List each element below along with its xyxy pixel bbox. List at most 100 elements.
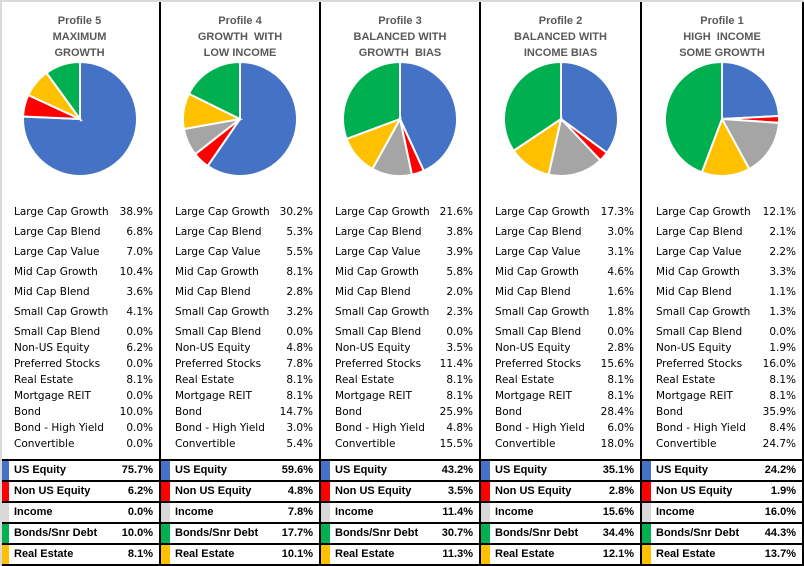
legend-color-marker (481, 503, 490, 522)
detail-label: Bond (656, 406, 683, 418)
left-border (0, 0, 2, 566)
detail-label: Bond (175, 406, 202, 418)
summary-label: Real Estate (175, 548, 235, 560)
detail-label: Convertible (656, 438, 717, 450)
legend-color-marker (161, 503, 170, 522)
summary-row-bonds-snr-debt: Bonds/Snr Debt 44.3% (642, 522, 802, 543)
pie-slice-bonds-snr-debt (44, 60, 81, 123)
detail-value: 4.1% (126, 306, 153, 318)
summary-value: 10.0% (121, 527, 153, 539)
detail-label: Bond - High Yield (495, 422, 585, 434)
detail-label: Mid Cap Blend (656, 286, 732, 298)
chart-title: Profile 2 BALANCED WITH INCOME BIAS (481, 13, 640, 61)
detail-value: 8.1% (769, 374, 796, 386)
summary-label: US Equity (14, 464, 66, 476)
pie-slice-bonds-snr-debt (187, 60, 241, 121)
summary-value: 6.2% (127, 485, 153, 497)
detail-value: 4.6% (607, 266, 634, 278)
detail-label: Preferred Stocks (656, 358, 743, 370)
pie-slice-income (720, 117, 780, 171)
summary-label: US Equity (175, 464, 227, 476)
summary-row-real-estate: Real Estate 12.1% (481, 543, 640, 564)
detail-label: Convertible (335, 438, 396, 450)
summary-value: 16.0% (764, 506, 796, 518)
summary-label: Non US Equity (495, 485, 572, 497)
legend-color-marker (481, 482, 490, 501)
detail-value: 1.3% (769, 306, 796, 318)
detail-label: Large Cap Growth (14, 206, 109, 218)
detail-label: Bond - High Yield (175, 422, 265, 434)
pie-slice-income (546, 116, 602, 177)
summary-row-non-us-equity: Non US Equity 4.8% (161, 480, 319, 501)
detail-label: Large Cap Blend (335, 226, 422, 238)
bottom-border (161, 564, 319, 566)
detail-value: 1.8% (607, 306, 634, 318)
summary-row-income: Income 7.8% (161, 501, 319, 522)
legend-color-marker (642, 524, 651, 543)
detail-value: 0.0% (126, 390, 153, 402)
legend-color-marker (161, 482, 170, 501)
detail-value: 2.3% (446, 306, 473, 318)
summary-label: Real Estate (14, 548, 74, 560)
summary-table: US Equity 59.6% Non US Equity 4.8% Income 7.8… (161, 459, 319, 566)
legend-color-marker (481, 461, 490, 480)
detail-value: 8.4% (769, 422, 796, 434)
detail-value: 6.8% (126, 226, 153, 238)
summary-row-real-estate: Real Estate 13.7% (642, 543, 802, 564)
summary-label: Non US Equity (14, 485, 91, 497)
pie-slice-bonds-snr-debt (502, 60, 562, 153)
summary-value: 3.5% (447, 485, 473, 497)
chart-title-line: HIGH INCOME (683, 31, 761, 43)
detail-label: Large Cap Value (14, 246, 100, 258)
summary-value: 13.7% (764, 548, 796, 560)
summary-value: 1.9% (770, 485, 796, 497)
detail-value: 2.8% (607, 342, 634, 354)
detail-label: Mortgage REIT (14, 390, 91, 402)
detail-value: 0.0% (126, 358, 153, 370)
detail-label: Small Cap Growth (495, 306, 590, 318)
detail-label: Bond (335, 406, 362, 418)
detail-value: 6.2% (126, 342, 153, 354)
detail-label: Mortgage REIT (495, 390, 572, 402)
legend-color-marker (0, 545, 9, 564)
detail-value: 3.5% (446, 342, 473, 354)
summary-row-non-us-equity: Non US Equity 6.2% (0, 480, 159, 501)
chart-title-line: Profile 1 (700, 15, 744, 27)
summary-value: 59.6% (281, 464, 313, 476)
legend-color-marker (161, 461, 170, 480)
detail-value: 7.8% (286, 358, 313, 370)
chart-title-line: SOME GROWTH (679, 47, 765, 59)
detail-label: Large Cap Growth (656, 206, 751, 218)
detail-label: Convertible (14, 438, 75, 450)
detail-value: 38.9% (119, 206, 153, 218)
legend-color-marker (161, 524, 170, 543)
summary-value: 44.3% (764, 527, 796, 539)
detail-value: 8.1% (607, 390, 634, 402)
detail-label: Small Cap Growth (656, 306, 751, 318)
detail-value: 3.6% (126, 286, 153, 298)
summary-label: Income (175, 506, 214, 518)
summary-value: 0.0% (127, 506, 153, 518)
detail-label: Preferred Stocks (175, 358, 262, 370)
pie-slice-us-equity (559, 60, 619, 155)
pie-slice-us-equity (206, 60, 298, 177)
detail-value: 11.4% (439, 358, 473, 370)
detail-value: 2.8% (286, 286, 313, 298)
detail-value: 7.0% (126, 246, 153, 258)
legend-color-marker (321, 545, 330, 564)
chart-title-line: INCOME BIAS (523, 47, 598, 59)
summary-value: 11.4% (442, 506, 473, 518)
summary-label: Income (14, 506, 53, 518)
profile-column: Profile 4 GROWTH WITH LOW INCOME Large Cap … (161, 0, 321, 566)
summary-row-us-equity: US Equity 43.2% (321, 459, 479, 480)
detail-value: 28.4% (600, 406, 634, 418)
chart-title: Profile 4 GROWTH WITH LOW INCOME (161, 13, 319, 61)
detail-label: Small Cap Blend (14, 326, 101, 338)
pie-slice-us-equity (399, 60, 458, 173)
detail-label: Preferred Stocks (495, 358, 582, 370)
summary-row-income: Income 0.0% (0, 501, 159, 522)
chart-title-line: Profile 4 (218, 15, 262, 27)
summary-label: Income (656, 506, 695, 518)
legend-color-marker (321, 482, 330, 501)
